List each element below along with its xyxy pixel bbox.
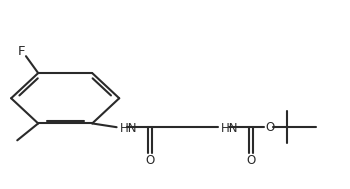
Text: O: O [146,154,155,167]
Text: O: O [265,121,275,134]
Text: HN: HN [119,122,137,135]
Text: F: F [18,45,25,58]
Text: HN: HN [220,122,238,135]
Text: O: O [246,154,256,167]
